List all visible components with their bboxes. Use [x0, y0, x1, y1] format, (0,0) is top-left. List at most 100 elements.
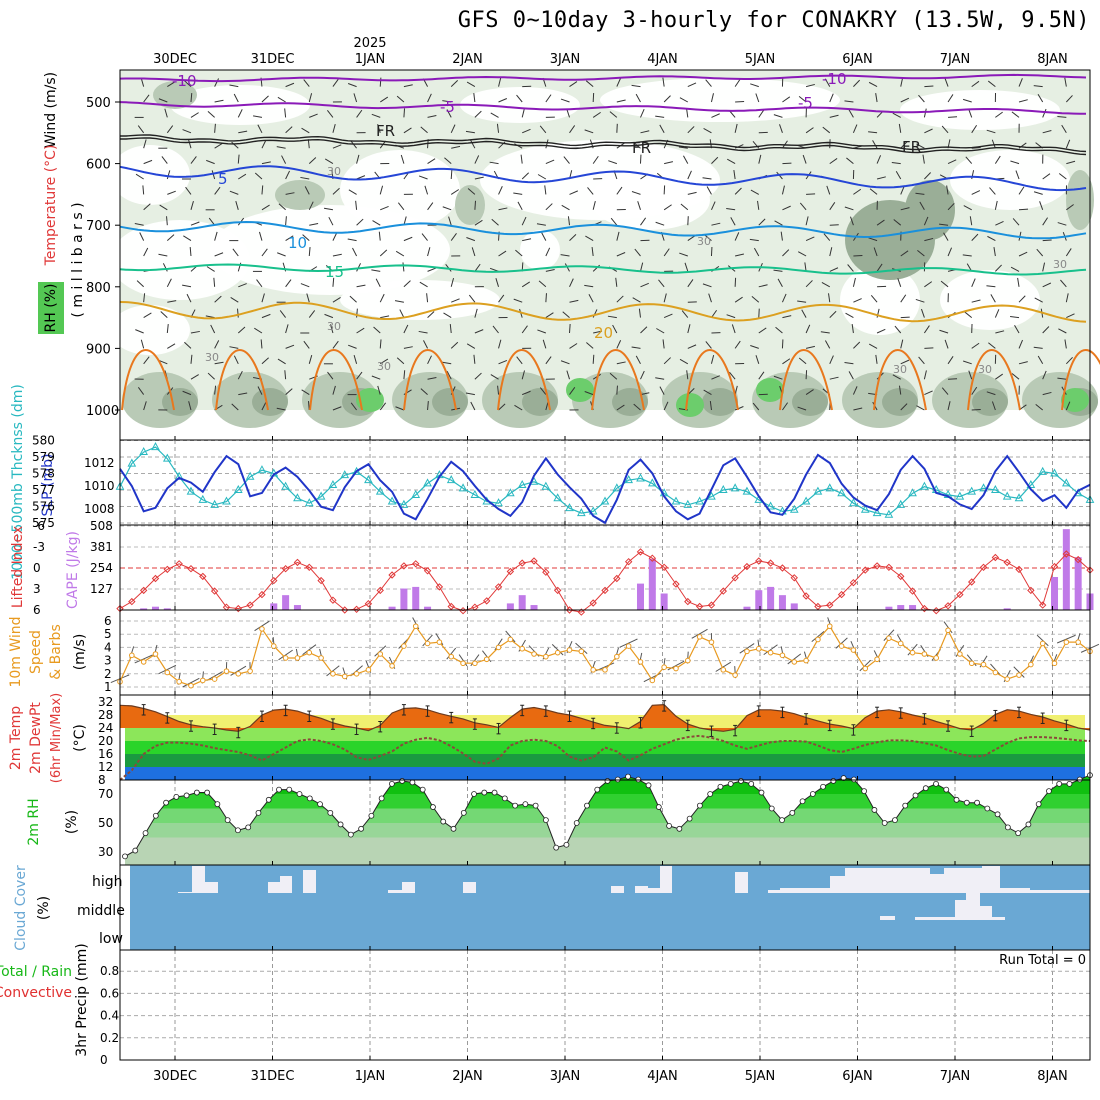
wind-barb [687, 191, 697, 195]
rh-point [440, 818, 447, 825]
rh-point [327, 809, 334, 816]
wind-barb [900, 141, 908, 149]
wind-barb [166, 125, 174, 134]
cape-bar [648, 558, 656, 610]
year-label: 2025 [353, 36, 386, 51]
wind-barb [451, 145, 461, 149]
thickness-point [1026, 479, 1036, 489]
wind-barb [991, 401, 996, 411]
wind-speed-point [637, 659, 644, 665]
wind-barb [166, 278, 172, 288]
wind-barb [206, 159, 215, 165]
wind-barb [332, 297, 341, 303]
wind-barb [943, 232, 949, 241]
wind-barb [1014, 324, 1020, 334]
wind-barb [876, 263, 883, 272]
rh-point [347, 831, 354, 838]
high-cloud-bar [845, 868, 930, 893]
wind-barb [632, 297, 641, 303]
high-cloud-bar [205, 882, 218, 893]
wind-barb [804, 262, 807, 272]
wind-barb [474, 329, 484, 334]
isotherm-25 [591, 349, 645, 411]
thickness-point [186, 486, 196, 495]
wind-barb [686, 108, 689, 118]
thickness-point [860, 504, 870, 513]
rh-point [1035, 801, 1042, 808]
wind-barb [467, 188, 476, 195]
wind-barb [537, 174, 547, 180]
high-cloud-bar [830, 876, 845, 893]
thickness-point [872, 508, 882, 517]
wind-barb [356, 175, 366, 180]
cape-bar [270, 603, 278, 610]
wind-barb [773, 269, 783, 272]
wind-barb [427, 400, 429, 411]
upper-ylabel-wind: Wind (m/s) [43, 72, 59, 148]
wind-barb [872, 140, 878, 149]
li-point [199, 572, 207, 581]
wind-barb [136, 280, 144, 288]
upper-ytick: 800 [86, 281, 111, 296]
wind-speed-point [838, 643, 845, 649]
thickness-point [458, 483, 468, 492]
freezing-level-line-a [120, 134, 1087, 153]
wind-barb [562, 311, 570, 318]
day-label-top: 31DEC [251, 52, 295, 67]
wind-barb [616, 78, 621, 87]
wind-barb [749, 238, 759, 242]
wind-barb [631, 84, 641, 88]
wind-barb [492, 325, 499, 334]
wind-barb [663, 248, 670, 257]
wind-barb [513, 192, 523, 195]
wind-barb [711, 201, 716, 211]
wind-barb [567, 216, 571, 226]
wind-barb [755, 93, 760, 103]
thickness-point [1050, 468, 1059, 477]
upper-ylabel-temp: Temperature (°C) [43, 145, 59, 267]
wind-barb [781, 185, 785, 195]
wind-barb [162, 263, 168, 272]
rh-point [1004, 824, 1011, 831]
wind-speed-point [460, 660, 466, 667]
wind-barb [971, 342, 980, 349]
wind-barb [711, 375, 720, 380]
wind-barb [892, 374, 901, 380]
rh-point [152, 812, 159, 819]
wind-barb [775, 326, 783, 334]
wind-barb [805, 389, 814, 396]
temp-ytick: 12 [98, 760, 113, 774]
wind-barb [424, 185, 429, 195]
wind-barb [994, 309, 1000, 318]
wind-barb [847, 264, 854, 272]
wind-barb [782, 96, 791, 103]
wind-barb [448, 216, 452, 226]
wind-barb [631, 190, 641, 195]
wind-barb [403, 84, 413, 88]
li-point [802, 592, 810, 600]
wind-barb [1018, 361, 1028, 365]
wind-barb [134, 654, 153, 664]
wind-barb [777, 278, 783, 288]
wind-barb [989, 187, 996, 195]
dry-area [520, 230, 560, 270]
wind-barb [450, 189, 460, 195]
wind-barb [396, 357, 405, 365]
wind-barb [308, 201, 314, 211]
wind-barb [516, 356, 523, 365]
rh-point [902, 802, 909, 809]
wind-barb [188, 401, 192, 411]
wind-barb [427, 247, 431, 257]
wind-barb [829, 202, 836, 211]
li-point [672, 580, 680, 588]
wind-barb [304, 186, 310, 195]
wind-barb [971, 278, 976, 287]
rh-point [861, 788, 868, 794]
thickness-point [908, 488, 917, 497]
thickness-point [600, 496, 610, 505]
wind-barb [965, 156, 973, 164]
wind-speed-point [957, 651, 963, 657]
middle-cloud-bar [966, 893, 980, 920]
wind-barb [971, 80, 980, 88]
wind-barb [797, 300, 807, 303]
